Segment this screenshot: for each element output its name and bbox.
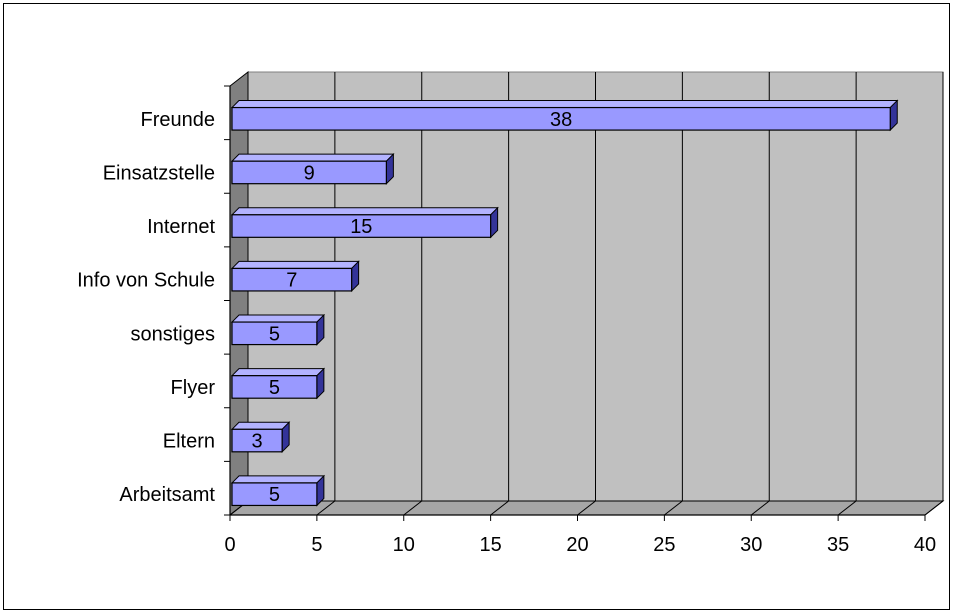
floor-gridline	[750, 500, 770, 516]
bar	[230, 367, 326, 400]
bar-top	[230, 100, 899, 109]
data-label: 9	[304, 162, 315, 184]
floor-gridline	[837, 500, 857, 516]
bar-front	[231, 106, 891, 131]
x-tick-label: 5	[311, 534, 322, 556]
bar	[230, 152, 395, 185]
floor-gridline	[577, 500, 596, 516]
x-tick-label: 15	[480, 534, 502, 556]
data-label: 3	[252, 431, 263, 453]
bars	[230, 99, 899, 507]
plot-walls	[228, 70, 945, 517]
bar-top	[230, 314, 326, 323]
data-labels: 38 9 15 7 5 5 3 5	[252, 109, 573, 506]
category-label: Einsatzstelle	[103, 162, 215, 184]
category-label: Arbeitsamt	[119, 484, 215, 506]
floor-gridline	[924, 500, 944, 516]
x-tick-labels: 0 5 10 15 20 25 30 35 40	[224, 534, 936, 556]
bar-front	[231, 214, 492, 238]
category-label: Eltern	[163, 431, 215, 453]
bar	[230, 421, 291, 454]
x-tick-label: 30	[740, 534, 762, 556]
x-tick-label: 35	[827, 534, 849, 556]
data-label: 15	[350, 216, 372, 238]
bar-front	[231, 321, 318, 346]
x-tick-label: 40	[914, 534, 936, 556]
data-label: 5	[269, 377, 280, 399]
x-tick-label: 20	[566, 534, 588, 556]
bar	[230, 99, 899, 132]
bar-front	[231, 482, 318, 507]
x-tick-label: 0	[224, 534, 235, 556]
floor-gridline	[403, 500, 423, 516]
data-label: 5	[269, 323, 280, 345]
bar-top	[230, 207, 499, 216]
bar-top	[230, 260, 360, 269]
bar-front	[231, 267, 353, 292]
x-tick-label: 10	[393, 534, 415, 556]
bar	[230, 474, 326, 507]
bar-front	[231, 375, 318, 399]
axes	[224, 85, 926, 521]
category-label: sonstiges	[131, 323, 216, 345]
category-label: Internet	[147, 216, 215, 238]
floor-gridline	[664, 500, 683, 516]
category-labels: Freunde Einsatzstelle Internet Info von Sch…	[77, 109, 215, 506]
bar-top	[230, 368, 326, 377]
bar-top	[230, 475, 326, 484]
x-tick-label: 25	[653, 534, 675, 556]
bar-top	[230, 153, 395, 162]
bar	[230, 206, 499, 239]
category-label: Flyer	[171, 377, 216, 399]
category-label: Info von Schule	[77, 270, 215, 292]
category-label: Freunde	[141, 109, 216, 131]
data-label: 5	[269, 484, 280, 506]
bar	[230, 260, 360, 293]
bar-front	[231, 160, 387, 185]
data-label: 38	[550, 109, 572, 131]
floor-gridline	[316, 500, 336, 516]
data-label: 7	[286, 270, 297, 292]
floor-gridline	[490, 500, 509, 516]
bar-top	[230, 421, 291, 430]
bar-front	[231, 428, 283, 453]
bar	[230, 313, 326, 346]
